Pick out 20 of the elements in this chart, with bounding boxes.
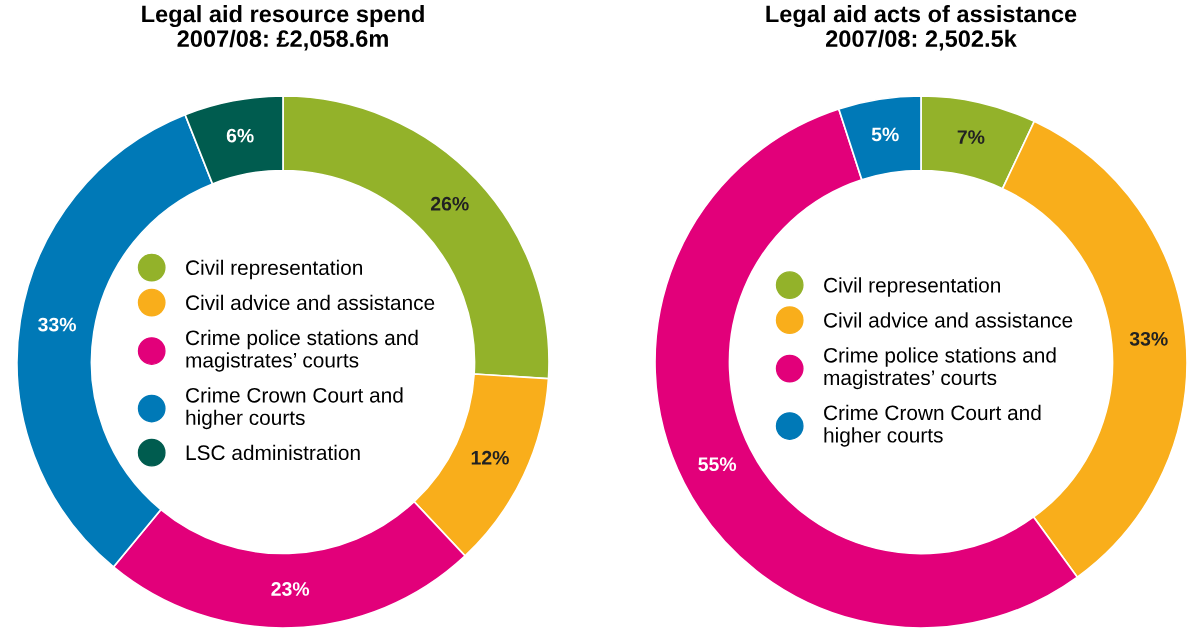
legend-label: Crime police stations and magistrates’ courts <box>186 329 418 372</box>
data-label: 7% <box>957 130 985 144</box>
legend-label: Civil advice and assistance <box>824 312 1073 328</box>
data-label: 23% <box>271 582 310 596</box>
data-label: 26% <box>430 196 469 211</box>
chart-title: Legal aid acts of assistance 2007/08: 2,502.5k <box>766 5 1077 51</box>
data-label: 55% <box>698 457 737 472</box>
data-label: 33% <box>1129 331 1168 346</box>
legend-label: Civil advice and assistance <box>186 294 435 311</box>
data-label: 33% <box>38 317 76 332</box>
data-label: 12% <box>471 450 509 465</box>
chart-title: Legal aid resource spend 2007/08: £2,058.6m <box>142 5 424 51</box>
legend-label: Crime Crown Court and higher courts <box>824 404 1041 447</box>
legend-label: Crime police stations and magistrates’ courts <box>824 347 1056 390</box>
legend-label: Civil representation <box>186 259 362 280</box>
legend-label: LSC administration <box>186 444 360 461</box>
data-label: 5% <box>871 127 899 142</box>
legend-label: Civil representation <box>824 277 1000 297</box>
legend-label: Crime Crown Court and higher courts <box>186 387 403 430</box>
data-label: 6% <box>226 128 254 143</box>
